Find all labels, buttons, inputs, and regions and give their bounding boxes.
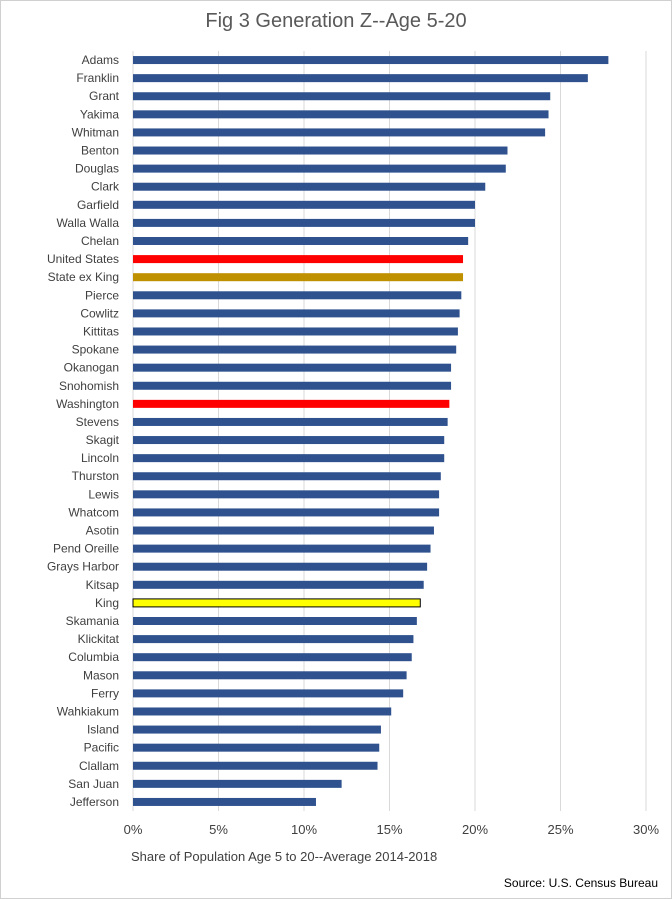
category-label: Spokane bbox=[72, 343, 120, 357]
category-label: Okanogan bbox=[64, 361, 119, 375]
category-label: Yakima bbox=[80, 107, 119, 121]
category-label: Stevens bbox=[76, 415, 119, 429]
bar bbox=[133, 725, 381, 734]
category-label: Whatcom bbox=[68, 505, 119, 519]
category-label: Walla Walla bbox=[57, 216, 120, 230]
category-label: Washington bbox=[56, 397, 119, 411]
bar bbox=[133, 454, 445, 463]
category-label: Thurston bbox=[72, 469, 119, 483]
bar bbox=[133, 381, 452, 390]
category-label: Skagit bbox=[86, 433, 120, 447]
bar bbox=[133, 237, 469, 245]
category-label: Clark bbox=[91, 180, 120, 194]
bar bbox=[133, 182, 486, 191]
category-label: King bbox=[95, 596, 119, 610]
bar bbox=[133, 200, 475, 209]
bar bbox=[133, 472, 441, 481]
category-label: Whitman bbox=[72, 125, 119, 139]
bar bbox=[133, 110, 549, 119]
category-label: Jefferson bbox=[70, 795, 119, 809]
bar bbox=[133, 291, 462, 300]
category-label: Island bbox=[87, 723, 119, 737]
category-label: Benton bbox=[81, 144, 119, 158]
bar bbox=[133, 671, 407, 680]
bar bbox=[133, 508, 440, 517]
bar bbox=[133, 797, 316, 806]
category-label: Snohomish bbox=[59, 379, 119, 393]
category-label: Douglas bbox=[75, 162, 119, 176]
bar bbox=[133, 74, 588, 83]
bar bbox=[133, 164, 506, 173]
category-label: Wahkiakum bbox=[57, 704, 119, 718]
source-note: Source: U.S. Census Bureau bbox=[503, 876, 658, 890]
bar bbox=[133, 490, 440, 499]
bar bbox=[132, 598, 421, 608]
bar bbox=[133, 417, 448, 426]
category-label: Klickitat bbox=[78, 632, 120, 646]
x-tick-label: 20% bbox=[462, 822, 488, 837]
bar bbox=[133, 689, 404, 698]
category-label: Cowlitz bbox=[80, 306, 119, 320]
category-label: State ex King bbox=[48, 270, 119, 284]
bar bbox=[133, 562, 428, 571]
bar bbox=[133, 56, 609, 65]
bar bbox=[133, 635, 414, 644]
bar bbox=[133, 255, 464, 264]
bar bbox=[133, 707, 392, 716]
bar bbox=[133, 363, 452, 372]
bar bbox=[133, 309, 460, 318]
category-label: San Juan bbox=[68, 777, 119, 791]
x-tick-label: 0% bbox=[124, 822, 143, 837]
category-label: Lewis bbox=[88, 487, 119, 501]
x-tick-label: 5% bbox=[209, 822, 228, 837]
category-label: Skamania bbox=[66, 614, 120, 628]
x-tick-label: 30% bbox=[633, 822, 659, 837]
category-label: Kittitas bbox=[83, 324, 119, 338]
category-label: Mason bbox=[83, 668, 119, 682]
category-label: Grant bbox=[89, 89, 120, 103]
category-label: Kitsap bbox=[86, 578, 120, 592]
category-label: Pend Oreille bbox=[53, 542, 119, 556]
category-label: Franklin bbox=[76, 71, 119, 85]
bar bbox=[133, 345, 457, 354]
category-label: Garfield bbox=[77, 198, 119, 212]
category-label: Columbia bbox=[68, 650, 119, 664]
bar bbox=[133, 128, 546, 137]
bar bbox=[133, 436, 445, 445]
category-label: Pacific bbox=[84, 741, 119, 755]
bar bbox=[133, 580, 424, 589]
bar bbox=[133, 779, 342, 788]
bar bbox=[133, 761, 378, 770]
category-label: Chelan bbox=[81, 234, 119, 248]
x-tick-label: 10% bbox=[291, 822, 317, 837]
bar bbox=[133, 617, 417, 625]
category-label: Pierce bbox=[85, 288, 119, 302]
bar bbox=[133, 653, 412, 662]
bar bbox=[133, 146, 508, 155]
bar bbox=[133, 399, 450, 408]
x-axis-label: Share of Population Age 5 to 20--Average… bbox=[131, 849, 438, 864]
category-label: Adams bbox=[82, 53, 119, 67]
x-tick-label: 25% bbox=[547, 822, 573, 837]
bar bbox=[133, 544, 431, 553]
category-label: Asotin bbox=[86, 524, 119, 538]
category-label: Grays Harbor bbox=[47, 560, 119, 574]
category-label: Lincoln bbox=[81, 451, 119, 465]
bar bbox=[133, 273, 464, 282]
bar bbox=[133, 743, 380, 752]
category-label: Clallam bbox=[79, 759, 119, 773]
bar bbox=[133, 327, 458, 336]
x-tick-label: 15% bbox=[376, 822, 402, 837]
bar bbox=[133, 526, 434, 535]
bar bbox=[133, 92, 551, 101]
bar bbox=[133, 218, 475, 227]
chart-title: Fig 3 Generation Z--Age 5-20 bbox=[205, 10, 467, 32]
category-label: Ferry bbox=[91, 686, 119, 700]
category-label: United States bbox=[47, 252, 119, 266]
